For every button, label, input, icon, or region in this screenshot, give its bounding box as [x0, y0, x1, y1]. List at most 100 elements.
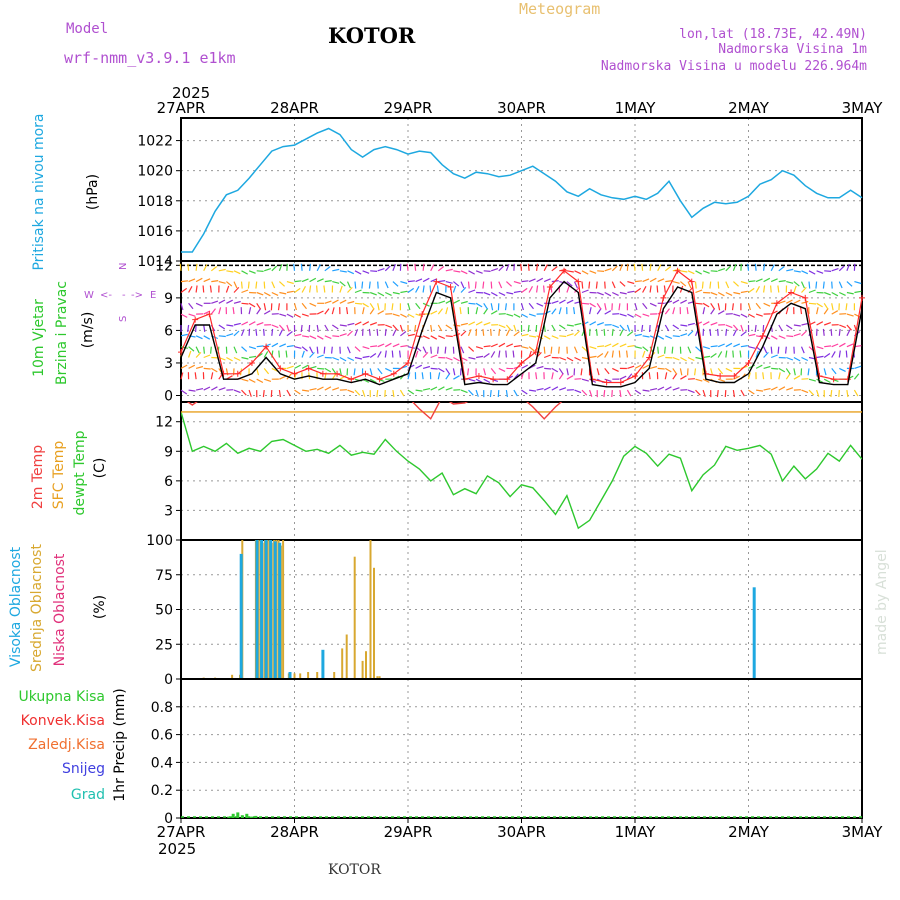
- wind-barb: [808, 378, 816, 382]
- wind-barb: [391, 350, 394, 358]
- wind-barb: [581, 302, 590, 305]
- wind-barb: [642, 313, 650, 317]
- wind-barb: [468, 356, 476, 360]
- wind-barb: [740, 331, 747, 337]
- wind-barb: [777, 285, 780, 293]
- wind-barb: [483, 378, 491, 384]
- wind-barb: [702, 378, 710, 383]
- compass-right-arrow: ->: [131, 290, 143, 301]
- wind-barb: [521, 287, 528, 293]
- wind-barb: [816, 321, 824, 326]
- wind-barb: [816, 307, 819, 315]
- wind-barb: [770, 264, 775, 272]
- wind-barb: [400, 281, 408, 285]
- wind-barb: [180, 372, 184, 380]
- wind-barb: [710, 345, 718, 348]
- wind-barb: [604, 343, 612, 348]
- x-tick-label-bottom: 30APR: [497, 823, 546, 841]
- precipitation-ytick-label: 0.8: [151, 700, 173, 716]
- wind-barb: [210, 266, 218, 272]
- wind-barb: [755, 350, 759, 358]
- x-tick-label-top: 29APR: [384, 99, 433, 117]
- wind-barb: [392, 390, 395, 398]
- wind-barb: [785, 368, 791, 375]
- wind-barb: [793, 356, 801, 362]
- wind-barb: [680, 270, 688, 273]
- gust-marker: [745, 359, 752, 366]
- wind-barb: [551, 367, 559, 373]
- wind-barb: [618, 303, 621, 311]
- mid_cloud-bar: [282, 540, 285, 679]
- wind-barb: [188, 350, 192, 358]
- wind-barb: [665, 386, 672, 391]
- wind-barb: [649, 302, 657, 307]
- wind-barb: [672, 356, 680, 361]
- wind-barb: [672, 307, 676, 315]
- temperature-frame: [180, 401, 863, 541]
- wind-barb: [543, 264, 548, 272]
- wind-barb: [277, 303, 280, 311]
- gust-marker: [788, 289, 795, 296]
- wind-barb: [611, 328, 614, 336]
- wind-barb: [853, 389, 859, 397]
- wind-barb: [270, 390, 273, 398]
- gust-marker: [192, 316, 199, 323]
- wind-barb: [596, 368, 600, 376]
- wind-barb: [293, 263, 296, 271]
- wind-barb: [747, 263, 750, 271]
- wind-barb: [407, 287, 415, 293]
- wind-barb: [490, 303, 494, 311]
- wind-barb: [256, 302, 262, 310]
- wind-barb: [739, 350, 742, 358]
- wind-barb: [786, 268, 794, 272]
- wind-barb: [574, 389, 582, 394]
- wind-barb: [324, 367, 332, 373]
- wind-barb: [589, 270, 597, 274]
- wind-barb: [241, 302, 249, 305]
- wind-barb: [294, 287, 301, 293]
- wind-barb: [332, 356, 340, 361]
- x-tick-label-bottom: 29APR: [384, 823, 433, 841]
- wind-barb: [627, 365, 635, 369]
- wind-barb: [536, 335, 544, 340]
- wind-barb: [415, 350, 419, 358]
- wind-barb: [543, 354, 551, 359]
- wind-barb: [445, 268, 453, 272]
- wind-barb: [286, 324, 290, 332]
- wind-barb: [400, 313, 407, 318]
- wind-barb: [846, 313, 854, 317]
- wind-barb: [279, 343, 287, 348]
- high_cloud-bar: [278, 542, 282, 679]
- wind-ytick-label: 0: [164, 388, 173, 404]
- wind-barb: [475, 307, 479, 315]
- wind-barb: [467, 281, 470, 289]
- wind-barb: [778, 324, 783, 332]
- gust-marker: [263, 343, 270, 350]
- wind-barb: [634, 389, 642, 395]
- wind-barb: [854, 313, 861, 318]
- wind-barb: [680, 281, 687, 287]
- wind-barb: [724, 390, 727, 398]
- wind-barb: [716, 390, 719, 398]
- wind-barb: [203, 354, 211, 359]
- wind-barb: [558, 307, 562, 315]
- wind-barb: [612, 342, 619, 348]
- wind-barb: [597, 345, 605, 348]
- wind-barb: [702, 270, 710, 274]
- wind-barb: [263, 328, 265, 336]
- wind-barb: [596, 322, 605, 326]
- wind-barb: [233, 300, 241, 304]
- wind-barb: [657, 278, 665, 283]
- wind-barb: [498, 291, 506, 296]
- wind-barb: [203, 346, 205, 354]
- wind-barb: [445, 368, 451, 375]
- wind-barb: [718, 378, 726, 382]
- wind-barb: [619, 291, 627, 295]
- wind-barb: [309, 263, 312, 271]
- wind-barb: [778, 367, 786, 373]
- wind-barb: [475, 389, 479, 397]
- wind-barb: [422, 346, 427, 354]
- wind-barb: [838, 281, 843, 289]
- compass-s: S: [118, 316, 129, 322]
- wind-barb: [421, 372, 424, 380]
